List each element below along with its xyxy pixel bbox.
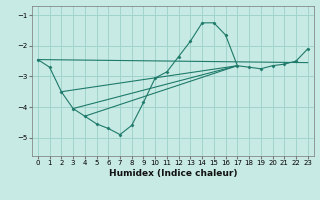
- X-axis label: Humidex (Indice chaleur): Humidex (Indice chaleur): [108, 169, 237, 178]
